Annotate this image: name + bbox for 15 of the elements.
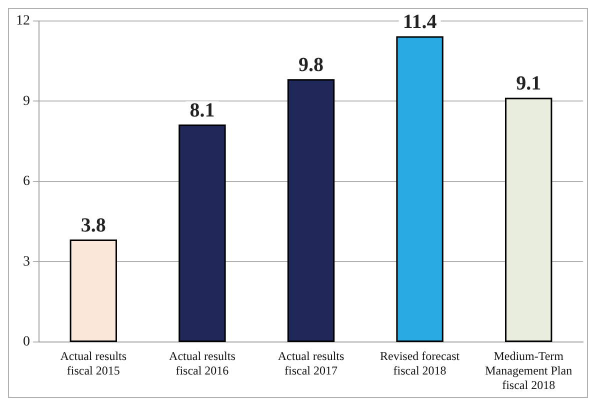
y-tick-label: 6 xyxy=(23,174,30,190)
data-label: 3.8 xyxy=(80,214,106,236)
x-tick-label: Medium-Term Management Plan fiscal 2018 xyxy=(485,349,572,392)
y-tick-label: 3 xyxy=(23,254,30,270)
data-label: 9.1 xyxy=(516,72,542,95)
x-tick-label: Revised forecast fiscal 2018 xyxy=(380,349,460,378)
data-label: 11.4 xyxy=(402,11,437,34)
y-tick-label: 9 xyxy=(23,94,30,109)
data-label: 9.8 xyxy=(298,54,324,76)
y-tick-label: 12 xyxy=(16,14,30,29)
x-tick-label: Actual results fiscal 2016 xyxy=(169,349,236,378)
data-label: 8.1 xyxy=(190,99,215,122)
x-tick-label: Actual results fiscal 2017 xyxy=(278,349,344,378)
y-tick-label: 0 xyxy=(23,334,30,350)
x-tick-label: Actual results fiscal 2015 xyxy=(60,349,127,378)
